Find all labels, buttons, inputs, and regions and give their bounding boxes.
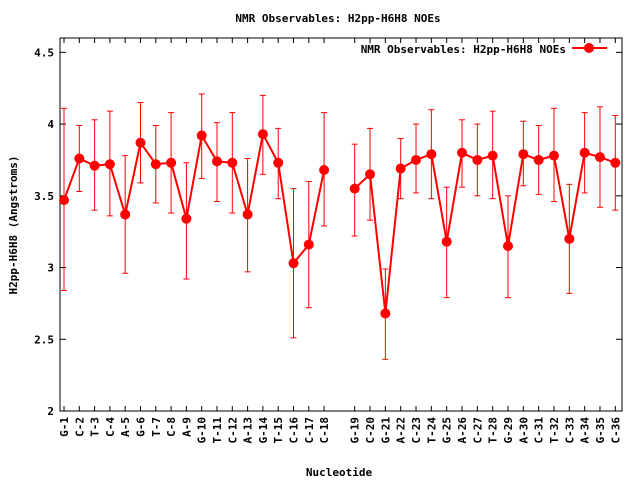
data-point xyxy=(441,236,452,247)
data-point xyxy=(166,157,177,168)
data-point xyxy=(548,150,559,161)
data-point xyxy=(426,149,437,160)
y-tick-label: 2.5 xyxy=(34,333,54,346)
x-tick-label: G-25 xyxy=(441,417,454,444)
x-tick-label: A-26 xyxy=(456,417,469,444)
x-tick-label: T-11 xyxy=(211,417,224,444)
plot-frame xyxy=(59,37,623,412)
x-tick-label: C-8 xyxy=(165,417,178,437)
x-tick-label: C-27 xyxy=(471,417,484,444)
data-point xyxy=(288,258,299,269)
x-tick-label: G-6 xyxy=(135,417,148,437)
data-point xyxy=(273,157,284,168)
series-line xyxy=(63,131,326,266)
x-tick-label: T-15 xyxy=(272,417,285,444)
data-point xyxy=(579,147,590,158)
y-tick-label: 4 xyxy=(47,118,54,131)
data-point xyxy=(181,213,192,224)
x-tick-label: C-2 xyxy=(73,417,86,437)
data-point xyxy=(257,129,268,140)
data-point xyxy=(303,239,314,250)
x-tick-label: C-33 xyxy=(563,417,576,444)
legend-label: NMR Observables: H2pp-H6H8 NOEs xyxy=(361,43,566,56)
data-point xyxy=(59,195,69,206)
x-tick-label: T-28 xyxy=(487,417,500,444)
x-tick-label: C-17 xyxy=(303,417,316,444)
x-tick-label: A-9 xyxy=(180,417,193,437)
data-point xyxy=(319,164,330,175)
x-tick-label: G-19 xyxy=(349,417,362,444)
x-tick-label: G-29 xyxy=(502,417,515,444)
data-point xyxy=(411,154,422,165)
x-axis-label: Nucleotide xyxy=(306,466,373,479)
x-tick-label: T-24 xyxy=(425,417,438,444)
data-point xyxy=(380,308,391,319)
x-tick-label: C-4 xyxy=(104,417,117,437)
data-point xyxy=(349,183,360,194)
data-point xyxy=(89,160,100,171)
data-point xyxy=(227,157,238,168)
data-point xyxy=(518,149,529,160)
data-point xyxy=(503,241,513,252)
data-point xyxy=(564,233,575,244)
x-tick-label: A-22 xyxy=(395,417,408,444)
data-point xyxy=(150,159,161,170)
data-point xyxy=(533,154,544,165)
data-point xyxy=(472,154,483,165)
x-tick-label: G-21 xyxy=(379,417,392,444)
data-point xyxy=(104,159,115,170)
x-tick-label: C-16 xyxy=(288,417,301,444)
x-tick-label: T-32 xyxy=(548,417,561,444)
y-tick-label: 3 xyxy=(47,262,54,275)
series-line xyxy=(354,151,616,314)
x-tick-label: A-13 xyxy=(242,417,255,444)
x-tick-label: G-35 xyxy=(594,417,607,444)
y-tick-label: 3.5 xyxy=(34,190,54,203)
x-tick-label: G-1 xyxy=(58,417,71,437)
x-tick-label: C-20 xyxy=(364,417,377,444)
x-tick-label: A-5 xyxy=(119,417,132,437)
chart-title: NMR Observables: H2pp-H6H8 NOEs xyxy=(235,12,440,25)
data-point xyxy=(242,209,253,220)
data-point xyxy=(487,150,498,161)
y-tick-label: 4.5 xyxy=(34,46,54,59)
y-axis-label: H2pp-H6H8 (Angstroms) xyxy=(7,155,20,294)
x-tick-label: A-30 xyxy=(517,417,530,444)
x-tick-label: C-36 xyxy=(609,417,622,444)
x-tick-label: T-7 xyxy=(150,417,163,437)
x-tick-label: C-31 xyxy=(533,417,546,444)
data-point xyxy=(395,163,406,174)
x-tick-label: A-34 xyxy=(579,417,592,444)
data-point xyxy=(594,152,605,163)
data-point xyxy=(120,209,131,220)
x-tick-label: G-14 xyxy=(257,417,270,444)
x-tick-label: C-18 xyxy=(318,417,331,444)
legend-marker xyxy=(584,43,594,53)
data-point xyxy=(365,169,376,180)
x-tick-label: C-23 xyxy=(410,417,423,444)
x-tick-label: G-10 xyxy=(196,417,209,444)
data-point xyxy=(196,130,207,141)
data-point xyxy=(610,157,621,168)
x-tick-label: C-12 xyxy=(226,417,239,444)
x-tick-label: T-3 xyxy=(89,417,102,437)
data-point xyxy=(212,156,222,167)
data-point xyxy=(457,147,468,158)
data-point xyxy=(74,153,85,164)
plot-area: 22.533.544.5G-1 C-2 T-3 C-4 A-5 G-6 T-7 C-8 A-9 G… xyxy=(34,37,623,444)
y-tick-label: 2 xyxy=(47,405,54,418)
data-point xyxy=(135,137,146,148)
